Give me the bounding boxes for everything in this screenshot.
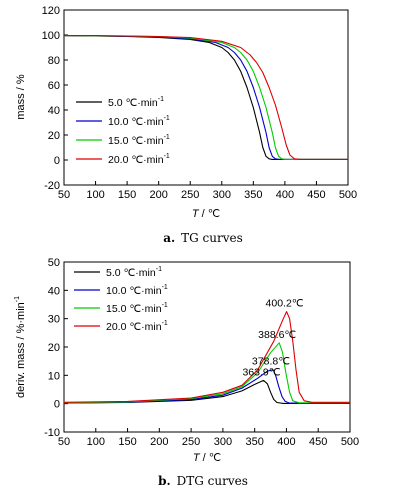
dtg-series-line-1	[63, 379, 350, 404]
dtg-y-tick-label: 50	[48, 257, 60, 269]
dtg-series-line-2	[63, 369, 350, 404]
dtg-legend-label: 15.0 ℃·min-1	[106, 302, 168, 315]
tg-series-line-2	[63, 35, 348, 160]
tg-x-tick-label: 400	[276, 189, 294, 201]
tg-y-tick-label: 80	[48, 55, 60, 67]
tg-x-tick-label: 100	[86, 189, 104, 201]
tg-legend-label-sup: -1	[158, 96, 164, 103]
dtg-x-tick-label: 150	[118, 436, 136, 448]
dtg-legend-label-text: 10.0 ℃·min	[106, 285, 162, 297]
dtg-peak-label: 388.6℃	[258, 329, 296, 341]
tg-legend-label-text: 5.0 ℃·min	[108, 97, 158, 109]
dtg-x-tick-label: 450	[309, 436, 327, 448]
tg-legend-label: 20.0 ℃·min-1	[108, 153, 170, 166]
dtg-caption-letter: b.	[158, 474, 171, 488]
dtg-y-tick-label: -10	[44, 427, 60, 439]
tg-series-line-4	[64, 35, 348, 160]
tg-legend-label: 10.0 ℃·min-1	[108, 115, 170, 128]
tg-caption-text: TG curves	[181, 231, 243, 245]
tg-legend-label-text: 15.0 ℃·min	[108, 135, 164, 147]
dtg-y-tick-label: 40	[48, 285, 60, 297]
dtg-legend-label-text: 15.0 ℃·min	[106, 303, 162, 315]
dtg-series-lines	[63, 311, 350, 404]
tg-x-tick-label: 300	[213, 189, 231, 201]
dtg-y-axis-label-sup: -1	[14, 296, 21, 302]
dtg-x-tick-label: 250	[182, 436, 200, 448]
tg-x-axis-unit: / ℃	[199, 208, 221, 220]
dtg-x-tick-label: 400	[277, 436, 295, 448]
tg-legend-label: 5.0 ℃·min-1	[108, 96, 164, 109]
dtg-x-tick-label: 500	[341, 436, 359, 448]
dtg-x-tick-label: 50	[58, 436, 70, 448]
tg-series-line-1	[63, 35, 348, 160]
dtg-legend-label: 10.0 ℃·min-1	[106, 284, 168, 297]
tg-legend-label: 15.0 ℃·min-1	[108, 134, 170, 147]
tg-y-tick-label: 20	[48, 130, 60, 142]
dtg-x-axis-var: T	[193, 452, 201, 464]
dtg-x-tick-label: 300	[214, 436, 232, 448]
tg-x-tick-label: 50	[58, 189, 70, 201]
dtg-series-line-4	[63, 311, 350, 403]
dtg-x-tick-label: 200	[150, 436, 168, 448]
tg-legend-label-sup: -1	[164, 115, 170, 122]
dtg-y-tick-label: 0	[54, 399, 60, 411]
dtg-y-tick-label: 30	[48, 314, 60, 326]
dtg-x-axis-unit: / ℃	[200, 452, 222, 464]
dtg-legend-label-sup: -1	[162, 320, 168, 327]
dtg-x-tick-label: 350	[245, 436, 263, 448]
dtg-x-tick-label: 100	[87, 436, 105, 448]
tg-x-axis-var: T	[192, 208, 200, 220]
tg-x-tick-label: 150	[118, 189, 136, 201]
dtg-y-tick-label: 20	[48, 342, 60, 354]
tg-plot-frame	[63, 9, 349, 186]
tg-y-axis-label: mass / %	[15, 74, 27, 119]
tg-y-tick-label: 40	[48, 105, 60, 117]
tg-series-lines	[63, 35, 348, 160]
dtg-caption-text: DTG curves	[177, 474, 248, 488]
dtg-legend-label: 5.0 ℃·min-1	[106, 266, 162, 279]
tg-y-tick-label: 0	[54, 155, 60, 167]
tg-y-tick-label: 120	[42, 5, 60, 17]
dtg-caption: b. DTG curves	[158, 474, 248, 488]
dtg-peak-label: 400.2℃	[266, 298, 304, 310]
dtg-legend-label-sup: -1	[162, 284, 168, 291]
tg-y-tick-label: 60	[48, 80, 60, 92]
tg-caption: a. TG curves	[163, 231, 243, 245]
dtg-ticks: 50 100 150 200 250 300 350 400 450 500 -10 0 10 20 30 4…	[44, 257, 359, 448]
tg-x-tick-label: 350	[244, 189, 262, 201]
tg-x-axis-label: T / ℃	[192, 208, 220, 220]
tg-x-tick-label: 500	[339, 189, 357, 201]
tg-legend-label-text: 10.0 ℃·min	[108, 116, 164, 128]
dtg-y-axis-label-main: deriv. mass / %·min	[15, 302, 27, 398]
tg-x-tick-label: 250	[181, 189, 199, 201]
tg-x-tick-label: 450	[307, 189, 325, 201]
tg-y-tick-label: -20	[44, 180, 60, 192]
dtg-legend-label-sup: -1	[162, 302, 168, 309]
dtg-x-axis-label: T / ℃	[193, 452, 221, 464]
tg-x-tick-label: 200	[149, 189, 167, 201]
dtg-legend-label-text: 5.0 ℃·min	[106, 267, 156, 279]
dtg-series-line-3	[63, 342, 350, 404]
dtg-legend-label: 20.0 ℃·min-1	[106, 320, 168, 333]
dtg-y-axis-label: deriv. mass / %·min-1	[14, 296, 27, 398]
tg-legend: 5.0 ℃·min-110.0 ℃·min-115.0 ℃·min-120.0 …	[76, 96, 170, 166]
tg-ticks: 50 100 150 200 250 300 350 400 450 500 -20 0 20 40 60 8…	[42, 5, 358, 201]
tg-legend-label-sup: -1	[164, 134, 170, 141]
dtg-peak-label: 363.9℃	[242, 366, 280, 378]
tg-chart: 50 100 150 200 250 300 350 400 450 500 -20 0 20 40 60 8…	[15, 5, 357, 245]
dtg-legend: 5.0 ℃·min-110.0 ℃·min-115.0 ℃·min-120.0 …	[74, 266, 168, 333]
dtg-chart: 50 100 150 200 250 300 350 400 450 500 -10 0 10 20 30 4…	[14, 257, 359, 488]
dtg-legend-label-text: 20.0 ℃·min	[106, 321, 162, 333]
tg-legend-label-text: 20.0 ℃·min	[108, 154, 164, 166]
tg-caption-letter: a.	[163, 231, 175, 245]
tg-series-line-3	[63, 35, 348, 160]
dtg-legend-label-sup: -1	[156, 266, 162, 273]
dtg-peak-label: 378.8℃	[252, 356, 290, 368]
tg-legend-label-sup: -1	[164, 153, 170, 160]
tg-y-tick-label: 100	[42, 30, 60, 42]
dtg-y-tick-label: 10	[48, 370, 60, 382]
